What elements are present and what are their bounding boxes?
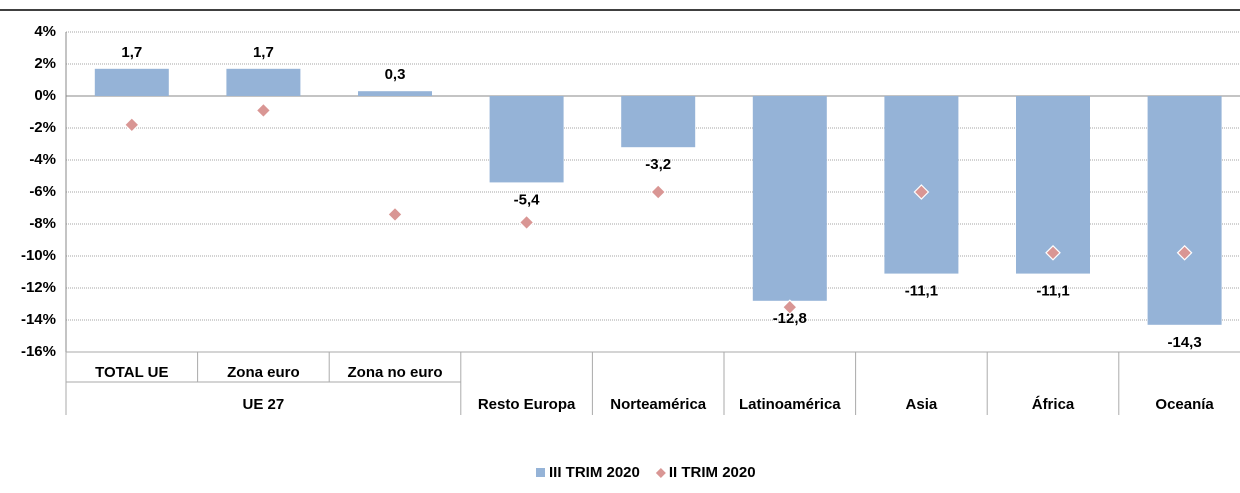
data-label: -11,1 xyxy=(1036,283,1069,300)
data-label: -14,3 xyxy=(1167,334,1201,351)
data-label: 1,7 xyxy=(253,44,274,61)
group-label: UE 27 xyxy=(243,396,285,413)
data-label: 0,3 xyxy=(385,66,406,83)
x-tick-label: Zona euro xyxy=(227,364,300,381)
bar xyxy=(94,68,169,96)
y-tick-label: -12% xyxy=(21,279,56,296)
y-tick-label: 4% xyxy=(34,23,56,40)
y-tick-label: -8% xyxy=(29,215,56,232)
legend-label: III TRIM 2020 xyxy=(549,464,640,481)
legend-swatch xyxy=(655,468,666,478)
x-tick-label: TOTAL UE xyxy=(95,364,168,381)
marker xyxy=(518,214,535,231)
x-tick-label: Norteamérica xyxy=(610,396,707,413)
y-tick-label: -16% xyxy=(21,343,56,360)
marker xyxy=(1176,244,1193,261)
marker xyxy=(123,116,140,133)
legend-swatch xyxy=(536,468,545,477)
y-tick-label: -6% xyxy=(29,183,56,200)
bar xyxy=(226,68,301,96)
bar xyxy=(621,96,696,148)
y-tick-label: 2% xyxy=(34,55,56,72)
x-tick-label: Latinoamérica xyxy=(739,396,841,413)
x-tick-label: Oceanía xyxy=(1155,396,1214,413)
marker xyxy=(913,184,930,200)
x-tick-label: Zona no euro xyxy=(348,364,443,381)
x-tick-label: Resto Europa xyxy=(478,396,576,413)
x-tick-label: África xyxy=(1032,396,1075,413)
x-tick-label: Asia xyxy=(906,396,938,413)
y-tick-label: -2% xyxy=(29,119,56,136)
marker xyxy=(387,206,403,223)
legend-label: II TRIM 2020 xyxy=(669,464,756,481)
y-tick-label: -10% xyxy=(21,247,56,264)
marker xyxy=(255,102,272,119)
bar xyxy=(358,91,432,96)
data-label: -3,2 xyxy=(645,156,671,173)
data-label: -11,1 xyxy=(905,283,938,300)
marker xyxy=(650,184,667,200)
bar xyxy=(1147,96,1222,325)
marker xyxy=(1045,244,1061,261)
data-label: -5,4 xyxy=(514,191,541,208)
y-tick-label: -14% xyxy=(21,311,56,328)
bar xyxy=(752,96,827,301)
marker xyxy=(781,299,798,316)
y-tick-label: 0% xyxy=(34,87,56,104)
data-label: -12,8 xyxy=(773,310,807,327)
data-label: 1,7 xyxy=(121,44,142,61)
bar xyxy=(1016,96,1090,274)
y-tick-label: -4% xyxy=(29,151,56,168)
bar xyxy=(489,96,564,183)
